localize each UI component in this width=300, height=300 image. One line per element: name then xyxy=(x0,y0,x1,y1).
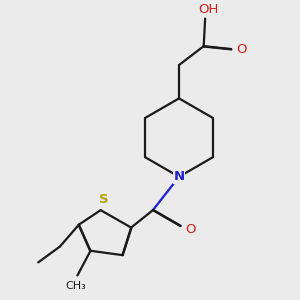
Text: CH₃: CH₃ xyxy=(66,281,86,292)
Text: O: O xyxy=(185,223,196,236)
Text: S: S xyxy=(99,193,108,206)
Text: N: N xyxy=(173,170,184,183)
Text: OH: OH xyxy=(198,3,218,16)
Text: O: O xyxy=(236,43,247,56)
